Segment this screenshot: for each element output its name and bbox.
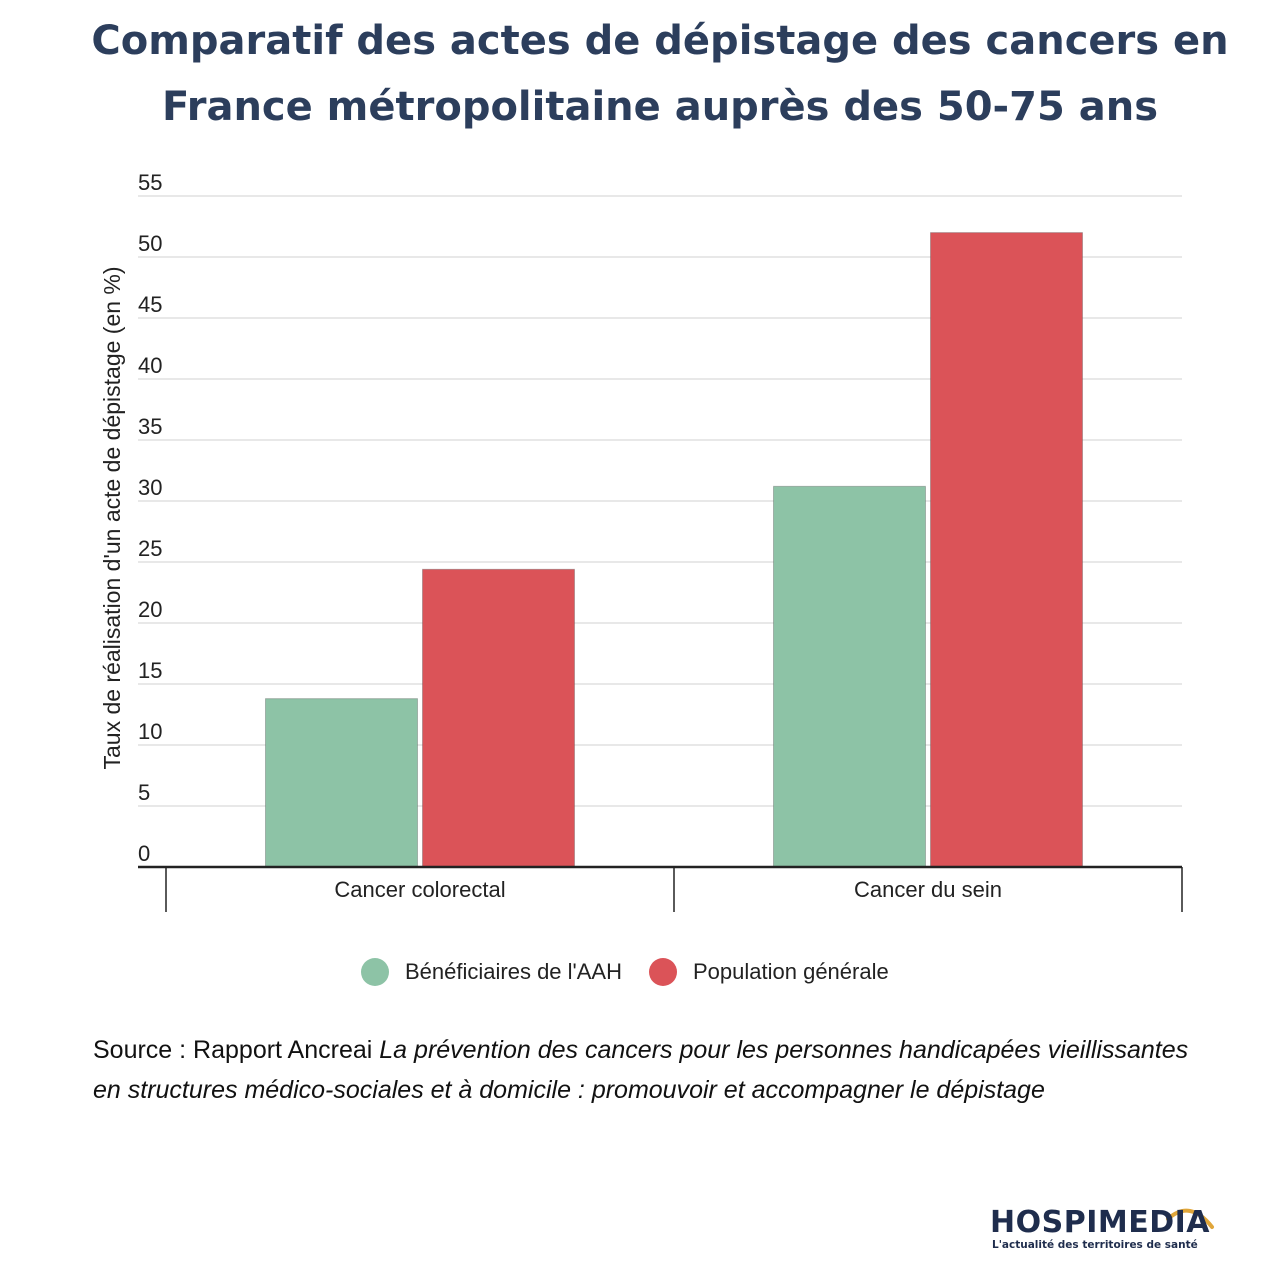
source-note: Source : Rapport Ancreai La prévention d… xyxy=(93,1030,1193,1110)
source-report-title: La prévention des cancers pour les perso… xyxy=(93,1036,1189,1104)
legend-label: Population générale xyxy=(693,959,889,984)
y-tick-label: 55 xyxy=(138,170,162,195)
category-label: Cancer du sein xyxy=(854,877,1002,902)
logo-name: HOSPIMEDIA xyxy=(990,1205,1210,1240)
bar-chart: 0 5 10 15 20 25 30 35 40 45 50 55 Cancer colorectal… xyxy=(99,170,1183,986)
y-tick-label: 40 xyxy=(138,353,162,378)
y-tick-label: 30 xyxy=(138,475,162,500)
y-axis-label: Taux de réalisation d'un acte de dépista… xyxy=(99,266,125,769)
logo-tagline: L'actualité des territoires de santé xyxy=(992,1239,1198,1251)
bars xyxy=(265,232,1083,868)
legend-label: Bénéficiaires de l'AAH xyxy=(405,959,622,984)
bar xyxy=(930,232,1083,868)
logo-arc-icon xyxy=(1166,1208,1214,1229)
source-prefix: Source : Rapport Ancreai xyxy=(93,1036,380,1064)
hospimedia-logo: HOSPIMEDIA L'actualité des territoires d… xyxy=(990,1205,1230,1265)
legend: Bénéficiaires de l'AAH Population général… xyxy=(361,958,889,986)
legend-swatch xyxy=(649,958,677,986)
chart-title: Comparatif des actes de dépistage des ca… xyxy=(91,18,1229,130)
category-labels: Cancer colorectal Cancer du sein xyxy=(334,877,1002,902)
category-label: Cancer colorectal xyxy=(334,877,505,902)
y-tick-label: 50 xyxy=(138,231,162,256)
y-tick-label: 35 xyxy=(138,414,162,439)
x-axis xyxy=(138,865,1183,912)
legend-swatch xyxy=(361,958,389,986)
y-tick-label: 25 xyxy=(138,536,162,561)
y-tick-label: 45 xyxy=(138,292,162,317)
bar xyxy=(265,698,418,868)
y-tick-label: 20 xyxy=(138,597,162,622)
y-tick-label: 10 xyxy=(138,719,162,744)
y-tick-label: 0 xyxy=(138,841,150,866)
y-axis-ticks: 0 5 10 15 20 25 30 35 40 45 50 55 xyxy=(138,170,162,866)
bar xyxy=(773,485,926,868)
y-tick-label: 5 xyxy=(138,780,150,805)
y-tick-label: 15 xyxy=(138,658,162,683)
bar xyxy=(422,568,575,868)
